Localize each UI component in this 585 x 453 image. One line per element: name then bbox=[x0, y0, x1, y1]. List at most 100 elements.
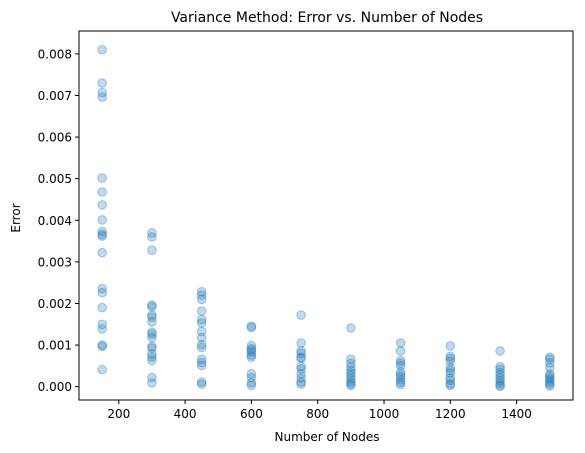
data-point bbox=[495, 375, 505, 386]
data-point bbox=[97, 87, 107, 98]
data-point bbox=[246, 347, 257, 358]
data-point bbox=[495, 370, 505, 380]
data-point bbox=[147, 310, 157, 320]
data-point bbox=[445, 365, 456, 376]
data-point bbox=[545, 371, 555, 381]
data-point bbox=[296, 361, 306, 372]
data-point bbox=[545, 354, 555, 365]
data-point bbox=[147, 232, 157, 242]
x-tick-label: 1400 bbox=[501, 407, 532, 421]
data-point bbox=[147, 300, 157, 310]
data-point bbox=[196, 339, 207, 350]
data-point bbox=[196, 357, 207, 368]
data-point bbox=[196, 332, 207, 343]
data-point bbox=[196, 290, 207, 301]
data-point bbox=[445, 351, 456, 362]
data-point bbox=[445, 356, 456, 367]
data-point bbox=[346, 376, 356, 387]
data-point bbox=[545, 358, 555, 368]
data-point bbox=[147, 378, 157, 388]
data-point bbox=[97, 173, 107, 183]
data-point bbox=[346, 374, 356, 384]
y-tick-label: 0.007 bbox=[38, 89, 72, 103]
data-point bbox=[445, 380, 456, 391]
data-point bbox=[97, 215, 107, 225]
data-point bbox=[296, 353, 306, 364]
data-point bbox=[196, 318, 207, 328]
data-point bbox=[346, 354, 356, 365]
data-point bbox=[246, 378, 257, 388]
data-point bbox=[296, 377, 306, 387]
data-point bbox=[346, 380, 356, 391]
data-point bbox=[246, 345, 257, 355]
data-point bbox=[296, 379, 306, 390]
data-point bbox=[495, 380, 505, 390]
y-tick-label: 0.005 bbox=[38, 172, 72, 186]
data-point bbox=[296, 352, 306, 363]
data-point bbox=[97, 231, 107, 241]
data-point bbox=[346, 358, 356, 369]
data-point bbox=[147, 341, 157, 352]
data-point bbox=[97, 78, 107, 88]
data-point bbox=[445, 375, 456, 386]
data-point bbox=[196, 342, 207, 353]
data-point bbox=[545, 373, 555, 383]
data-point bbox=[395, 369, 406, 380]
data-point bbox=[97, 341, 107, 352]
data-point bbox=[395, 338, 406, 348]
data-point bbox=[495, 373, 505, 383]
data-point bbox=[97, 287, 107, 298]
data-point bbox=[147, 349, 157, 360]
y-tick-label: 0.008 bbox=[38, 47, 72, 61]
data-point bbox=[545, 369, 555, 379]
y-tick-label: 0.000 bbox=[38, 380, 72, 394]
data-point bbox=[196, 326, 207, 337]
data-point bbox=[147, 332, 157, 343]
data-point bbox=[346, 368, 356, 378]
data-point bbox=[196, 314, 207, 325]
plot-frame bbox=[78, 30, 574, 401]
data-point bbox=[346, 323, 356, 333]
x-axis-label: Number of Nodes bbox=[275, 430, 380, 444]
data-point bbox=[196, 377, 207, 387]
x-tick-label: 400 bbox=[174, 407, 197, 421]
data-point bbox=[196, 354, 207, 365]
data-point bbox=[97, 340, 107, 350]
y-tick-label: 0.003 bbox=[38, 255, 72, 269]
data-point bbox=[395, 377, 406, 388]
data-point bbox=[346, 365, 356, 376]
data-point bbox=[495, 381, 505, 392]
data-point bbox=[545, 379, 555, 390]
x-tick-label: 1200 bbox=[435, 407, 466, 421]
data-point bbox=[395, 360, 406, 371]
data-point bbox=[395, 346, 406, 356]
data-point bbox=[97, 229, 107, 240]
data-point bbox=[147, 343, 157, 353]
data-point bbox=[97, 247, 107, 258]
x-tick-label: 1000 bbox=[369, 407, 400, 421]
data-point bbox=[246, 350, 257, 360]
data-point bbox=[495, 361, 505, 372]
data-point bbox=[296, 364, 306, 374]
y-tick-label: 0.006 bbox=[38, 131, 72, 145]
data-point bbox=[395, 358, 406, 368]
data-point bbox=[445, 373, 456, 383]
data-point bbox=[296, 310, 306, 320]
data-point bbox=[147, 245, 157, 255]
data-point bbox=[346, 379, 356, 389]
data-point bbox=[246, 322, 257, 333]
data-point bbox=[296, 373, 306, 383]
data-point bbox=[147, 329, 157, 340]
data-point bbox=[495, 364, 505, 375]
data-point bbox=[97, 200, 107, 210]
data-point bbox=[545, 375, 555, 385]
data-point bbox=[296, 369, 306, 379]
data-point bbox=[97, 364, 107, 375]
x-axis-ticks: 200 400 600 800 1000 1200 1400 bbox=[107, 400, 532, 421]
data-point bbox=[196, 379, 207, 390]
data-point bbox=[196, 360, 207, 371]
data-point bbox=[97, 283, 107, 294]
data-point bbox=[395, 375, 406, 385]
y-tick-label: 0.004 bbox=[38, 214, 72, 228]
data-point bbox=[196, 306, 207, 316]
